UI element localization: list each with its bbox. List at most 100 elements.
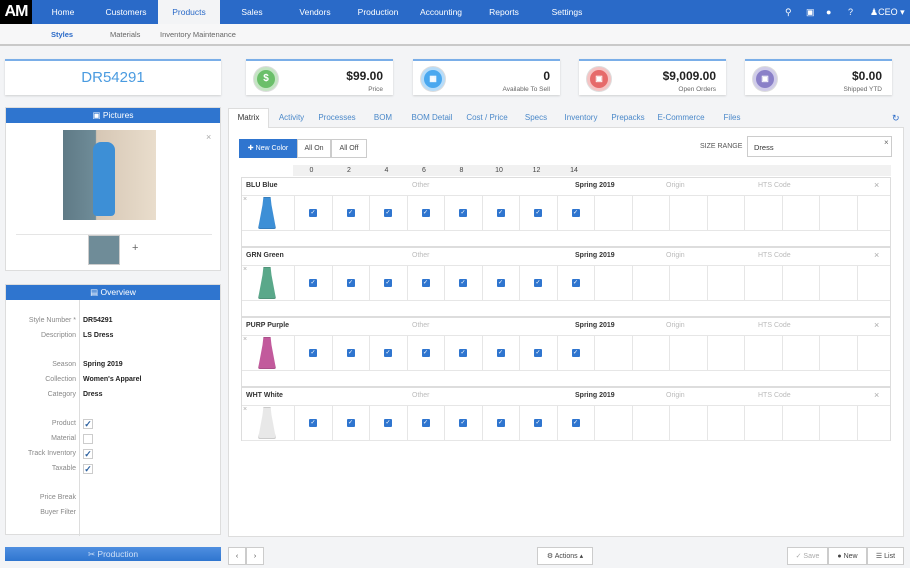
nav-settings[interactable]: Settings (551, 7, 583, 17)
nav-reports[interactable]: Reports (489, 7, 519, 17)
remove-image-icon[interactable]: × (243, 196, 248, 203)
size-checkbox[interactable]: ✓ (384, 279, 392, 287)
size-checkbox[interactable]: ✓ (346, 349, 355, 357)
next-button[interactable]: › (246, 547, 264, 565)
size-checkbox[interactable]: ✓ (459, 209, 467, 217)
origin-field[interactable]: Origin (666, 252, 685, 259)
size-checkbox[interactable]: ✓ (496, 349, 505, 357)
all-on-button[interactable]: All On (297, 139, 331, 158)
size-checkbox[interactable]: ✓ (571, 419, 580, 427)
category-value[interactable]: Dress (83, 391, 103, 398)
tab-specs[interactable]: Specs (524, 113, 548, 122)
season-field[interactable]: Spring 2019 (575, 182, 615, 189)
other-field[interactable]: Other (412, 322, 430, 329)
remove-color-icon[interactable]: × (874, 250, 880, 260)
size-checkbox[interactable]: ✓ (534, 279, 542, 287)
new-color-button[interactable]: ✚ New Color (239, 139, 297, 158)
size-checkbox[interactable]: ✓ (309, 209, 317, 217)
color-name[interactable]: GRN Green (246, 252, 284, 259)
nav-customers[interactable]: Customers (105, 7, 147, 17)
dress-thumbnail[interactable] (258, 197, 276, 229)
season-field[interactable]: Spring 2019 (575, 392, 615, 399)
size-checkbox[interactable]: ✓ (459, 419, 467, 427)
hts-code-field[interactable]: HTS Code (758, 252, 791, 259)
subnav-styles[interactable]: Styles (51, 30, 74, 39)
tab-processes[interactable]: Processes (318, 113, 356, 122)
new-button[interactable]: ● New (828, 547, 867, 565)
subnav-inventory-maintenance[interactable]: Inventory Maintenance (160, 30, 236, 39)
prev-button[interactable]: ‹ (228, 547, 246, 565)
size-range-select[interactable]: Dress (747, 136, 892, 157)
subnav-materials[interactable]: Materials (110, 30, 141, 39)
globe-icon[interactable]: ● (826, 7, 832, 17)
nav-home[interactable]: Home (51, 7, 75, 17)
hts-code-field[interactable]: HTS Code (758, 392, 791, 399)
size-checkbox[interactable]: ✓ (421, 419, 430, 427)
hts-code-field[interactable]: HTS Code (758, 182, 791, 189)
dress-thumbnail[interactable] (258, 337, 276, 369)
origin-field[interactable]: Origin (666, 322, 685, 329)
size-checkbox[interactable]: ✓ (309, 349, 317, 357)
dress-thumbnail[interactable] (258, 267, 276, 299)
dress-thumbnail[interactable] (258, 407, 276, 439)
nav-sales[interactable]: Sales (241, 7, 263, 17)
size-checkbox[interactable]: ✓ (459, 279, 467, 287)
product-checkbox[interactable]: ✓ (83, 419, 93, 429)
remove-image-icon[interactable]: × (243, 406, 248, 413)
production-panel-header[interactable]: ✂ Production (5, 547, 221, 561)
actions-button[interactable]: ⚙ Actions ▴ (537, 547, 593, 565)
size-checkbox[interactable]: ✓ (421, 209, 430, 217)
other-field[interactable]: Other (412, 392, 430, 399)
save-button[interactable]: ✓ Save (787, 547, 828, 565)
hts-code-field[interactable]: HTS Code (758, 322, 791, 329)
nav-accounting[interactable]: Accounting (419, 7, 463, 17)
size-checkbox[interactable]: ✓ (384, 209, 392, 217)
size-checkbox[interactable]: ✓ (571, 209, 580, 217)
size-checkbox[interactable]: ✓ (534, 349, 542, 357)
size-checkbox[interactable]: ✓ (571, 279, 580, 287)
tab-bom-detail[interactable]: BOM Detail (411, 113, 453, 122)
track-inventory-checkbox[interactable]: ✓ (83, 449, 93, 459)
season-field[interactable]: Spring 2019 (575, 322, 615, 329)
tab-activity[interactable]: Activity (278, 113, 305, 122)
collection-value[interactable]: Women's Apparel (83, 376, 142, 383)
size-checkbox[interactable]: ✓ (459, 349, 467, 357)
search-icon[interactable]: ⚲ (785, 7, 792, 17)
thumbnail[interactable] (88, 235, 120, 265)
color-name[interactable]: BLU Blue (246, 182, 278, 189)
size-checkbox[interactable]: ✓ (421, 349, 430, 357)
season-field[interactable]: Spring 2019 (575, 252, 615, 259)
taxable-checkbox[interactable]: ✓ (83, 464, 93, 474)
all-off-button[interactable]: All Off (331, 139, 367, 158)
remove-image-icon[interactable]: × (243, 336, 248, 343)
size-checkbox[interactable]: ✓ (309, 419, 317, 427)
remove-color-icon[interactable]: × (874, 320, 880, 330)
origin-field[interactable]: Origin (666, 392, 685, 399)
clear-size-range-icon[interactable]: × (884, 138, 889, 147)
size-checkbox[interactable]: ✓ (346, 279, 355, 287)
tab-cost-price[interactable]: Cost / Price (466, 113, 508, 122)
tab-matrix[interactable]: Matrix (228, 108, 269, 128)
other-field[interactable]: Other (412, 252, 430, 259)
size-checkbox[interactable]: ✓ (534, 209, 542, 217)
season-value[interactable]: Spring 2019 (83, 361, 123, 368)
material-checkbox[interactable] (83, 434, 93, 444)
remove-color-icon[interactable]: × (874, 180, 880, 190)
size-checkbox[interactable]: ✓ (534, 419, 542, 427)
other-field[interactable]: Other (412, 182, 430, 189)
nav-products[interactable]: Products (158, 0, 220, 24)
add-picture-button[interactable]: + (132, 242, 139, 254)
color-name[interactable]: WHT White (246, 392, 283, 399)
nav-production[interactable]: Production (357, 7, 399, 17)
main-picture[interactable] (63, 130, 156, 220)
size-checkbox[interactable]: ✓ (496, 209, 505, 217)
size-checkbox[interactable]: ✓ (496, 419, 505, 427)
style-number-value[interactable]: DR54291 (83, 317, 113, 324)
user-menu[interactable]: ♟CEO ▾ (870, 7, 905, 17)
size-checkbox[interactable]: ✓ (384, 419, 392, 427)
size-checkbox[interactable]: ✓ (346, 419, 355, 427)
remove-color-icon[interactable]: × (874, 390, 880, 400)
size-checkbox[interactable]: ✓ (384, 349, 392, 357)
tab-e-commerce[interactable]: E-Commerce (657, 113, 705, 122)
origin-field[interactable]: Origin (666, 182, 685, 189)
